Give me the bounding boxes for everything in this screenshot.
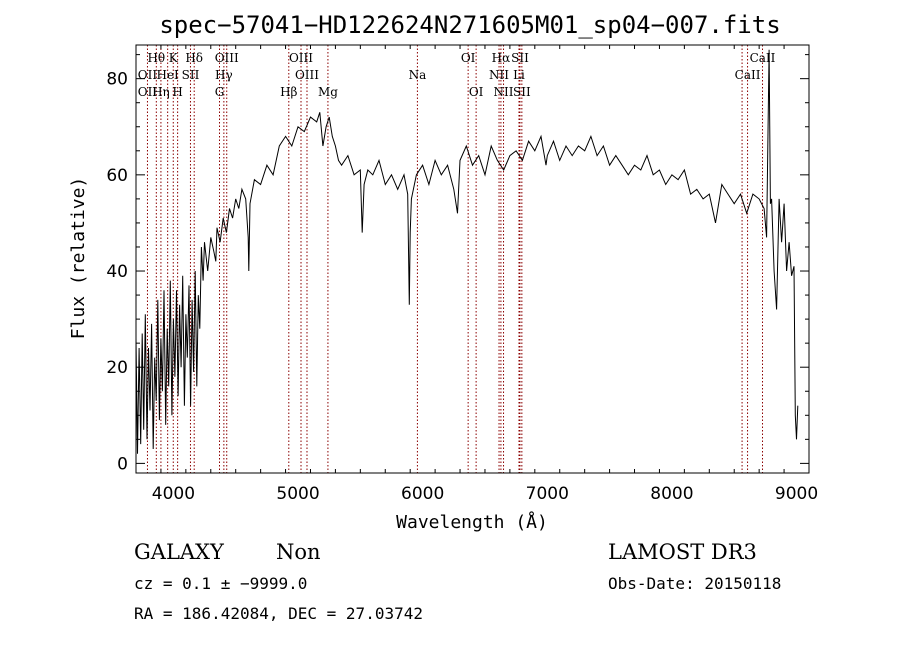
spectral-line-label: H	[172, 85, 182, 99]
x-tick-label: 8000	[650, 484, 693, 504]
spectral-line-label: Hδ	[185, 51, 203, 65]
x-tick-label: 9000	[775, 484, 818, 504]
y-tick-label: 0	[117, 454, 128, 474]
object-class-label: GALAXY	[134, 540, 225, 564]
spectral-line-label: Hβ	[280, 85, 297, 99]
spectral-line-label: Hα	[492, 51, 511, 65]
y-tick-label: 80	[106, 70, 128, 90]
spectral-line-label: OIII	[295, 68, 319, 82]
spectral-line-label: K	[169, 51, 179, 65]
spectral-line-label: OIII	[289, 51, 313, 65]
spectral-line-label: NII	[494, 85, 514, 99]
spectral-lines-layer	[146, 45, 764, 473]
coordinates-readout: RA = 186.42084, DEC = 27.03742	[134, 604, 423, 623]
x-tick-label: 4000	[152, 484, 195, 504]
obs-date-readout: Obs-Date: 20150118	[608, 574, 781, 593]
spectral-line-label: NII	[489, 68, 509, 82]
y-tick-label: 60	[106, 166, 128, 186]
x-tick-label: 5000	[276, 484, 319, 504]
redshift-readout: cz = 0.1 ± −9999.0	[134, 574, 307, 593]
x-tick-label: 7000	[526, 484, 569, 504]
spectral-line-label: Li	[513, 68, 525, 82]
x-axis-label: Wavelength (Å)	[396, 511, 548, 533]
spectral-line-label: CaII	[750, 51, 776, 65]
spectral-line-label: Hθ	[147, 51, 165, 65]
spectral-line-label: SII	[511, 51, 529, 65]
spectral-line-label: SII	[513, 85, 531, 99]
object-subclass-label: Non	[276, 540, 321, 564]
spectral-line-label: Mg	[318, 85, 338, 99]
x-tick-label: 6000	[401, 484, 444, 504]
spectral-line-label: OII	[138, 85, 158, 99]
spectral-line-label: OI	[469, 85, 484, 99]
spectral-line-label: OII	[138, 68, 158, 82]
spectral-line-label: Hγ	[215, 68, 233, 82]
spectral-line-label: Hη	[152, 85, 170, 99]
plot-frame	[135, 44, 810, 474]
y-axis-label: Flux (relative)	[68, 177, 89, 340]
survey-label: LAMOST DR3	[608, 540, 757, 564]
spectral-line-label: OI	[461, 51, 476, 65]
spectral-line-label: G	[215, 85, 225, 99]
y-tick-label: 20	[106, 358, 128, 378]
spectral-line-label: OIII	[215, 51, 239, 65]
spectral-line-label: Na	[409, 68, 427, 82]
y-tick-label: 40	[106, 262, 128, 282]
series-layer	[135, 49, 799, 454]
spectral-line-label: CaII	[735, 68, 761, 82]
axis-ticks-layer: 4000 5000 6000 7000 8000 9000 0 20 40 60 80	[106, 45, 818, 504]
spectral-line-label: SII	[182, 68, 200, 82]
spectrum-series-line	[135, 49, 799, 454]
chart-title: spec−57041−HD122624N271605M01_sp04−007.f…	[159, 11, 780, 39]
spectral-line-label: HeI	[156, 68, 179, 82]
